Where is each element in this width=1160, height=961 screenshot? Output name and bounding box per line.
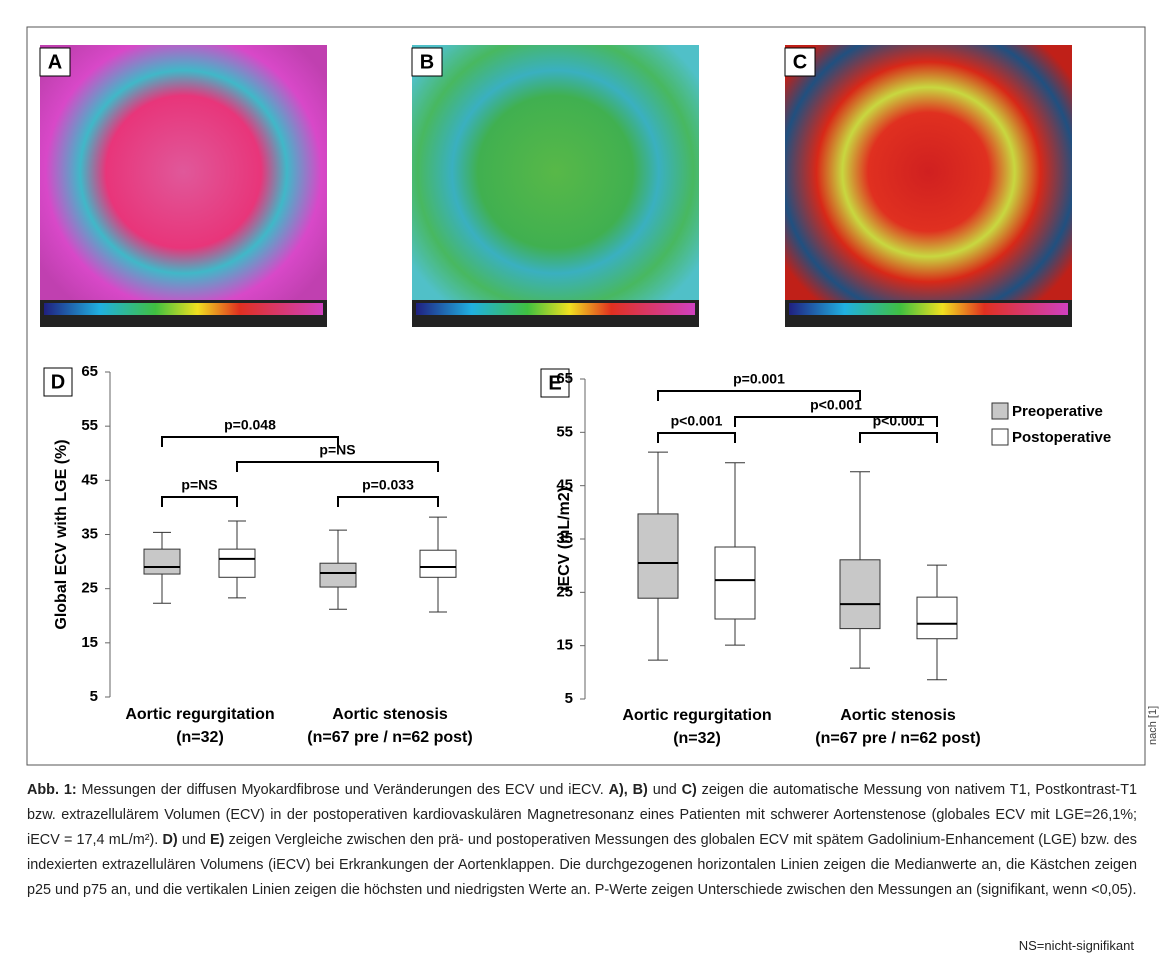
y-tick-label: 25 (556, 583, 573, 600)
colorbar (789, 303, 1068, 315)
panel-label: E (548, 372, 561, 394)
y-tick-label: 45 (81, 471, 98, 488)
figure: A B C nach [1] D Global ECV with LGE (%) 5… (26, 26, 1159, 766)
box (319, 562, 357, 588)
p-value: p=0.048 (224, 417, 276, 433)
caption-text: Messungen der diffusen Myokardfibrose un… (76, 782, 609, 798)
panel-label: C (793, 51, 807, 73)
x-category-label: (n=32) (176, 729, 224, 746)
y-axis-label: Global ECV with LGE (%) (53, 439, 70, 629)
y-tick-label: 5 (90, 688, 98, 705)
significance-bracket (859, 432, 938, 443)
y-tick-label: 65 (81, 363, 98, 380)
y-axis-label: iECV (mL/m2) (556, 487, 573, 591)
legend-label: Postoperative (1012, 429, 1111, 446)
box (916, 596, 958, 640)
significance-bracket (161, 496, 238, 507)
p-value: p<0.001 (671, 413, 723, 429)
box (714, 546, 756, 620)
box (218, 548, 256, 578)
box (143, 548, 181, 575)
box (839, 559, 881, 630)
y-tick-label: 35 (556, 530, 573, 547)
panel-label-box (43, 367, 73, 397)
mri-image (40, 45, 327, 327)
y-tick-label: 35 (81, 525, 98, 542)
caption-text: C) (681, 782, 697, 798)
box (419, 549, 457, 578)
significance-bracket (161, 436, 339, 447)
mri-image (412, 45, 699, 327)
x-category-label: Aortic stenosis (332, 706, 448, 723)
colorbar (44, 303, 323, 315)
panel-label: D (51, 371, 65, 393)
y-tick-label: 25 (81, 580, 98, 597)
significance-bracket (337, 496, 439, 507)
significance-bracket (657, 390, 861, 401)
p-value: p=0.001 (733, 371, 785, 387)
mri-image (785, 45, 1072, 327)
y-tick-label: 15 (81, 634, 98, 651)
caption-text: zeigen die automatische Messung von nati… (27, 782, 1138, 848)
legend-label: Preoperative (1012, 403, 1103, 420)
y-tick-label: 65 (556, 370, 573, 387)
p-value: p<0.001 (810, 397, 862, 413)
panel-label-box (540, 368, 570, 398)
panel-label-box (784, 47, 816, 77)
p-value: p=NS (181, 477, 217, 493)
panel-label: B (420, 51, 434, 73)
footnote: NS=nicht-signifikant (1018, 938, 1134, 953)
caption-text: zeigen Vergleiche zwischen den prä- und … (27, 832, 1137, 898)
caption-text: E) (210, 832, 225, 848)
significance-bracket (734, 416, 938, 427)
x-category-label: Aortic regurgitation (622, 707, 771, 724)
caption-text: und (177, 832, 211, 848)
y-tick-label: 45 (556, 477, 573, 494)
caption-text: und (647, 782, 682, 798)
source-note: nach [1] (1147, 706, 1159, 745)
caption-text: A), B) (608, 782, 648, 798)
caption-text: Abb. 1: (27, 782, 77, 798)
x-category-label: Aortic stenosis (840, 707, 956, 724)
box (637, 513, 679, 599)
x-category-label: (n=32) (673, 730, 721, 747)
caption-text: D) (162, 832, 178, 848)
y-tick-label: 55 (81, 417, 98, 434)
panel-label-box (39, 47, 71, 77)
y-tick-label: 5 (565, 690, 573, 707)
legend-swatch (991, 428, 1009, 446)
x-category-label: (n=67 pre / n=62 post) (815, 730, 980, 747)
colorbar (416, 303, 695, 315)
caption: Abb. 1: Messungen der diffusen Myokardfi… (27, 778, 1137, 903)
figure-frame (26, 26, 1146, 766)
panel-label: A (48, 51, 62, 73)
y-tick-label: 55 (556, 423, 573, 440)
y-tick-label: 15 (556, 637, 573, 654)
significance-bracket (657, 432, 736, 443)
p-value: p=0.033 (362, 477, 414, 493)
x-category-label: Aortic regurgitation (125, 706, 274, 723)
significance-bracket (236, 461, 439, 472)
p-value: p=NS (319, 442, 355, 458)
p-value: p<0.001 (873, 413, 925, 429)
legend-swatch (991, 402, 1009, 420)
x-category-label: (n=67 pre / n=62 post) (307, 729, 472, 746)
panel-label-box (411, 47, 443, 77)
